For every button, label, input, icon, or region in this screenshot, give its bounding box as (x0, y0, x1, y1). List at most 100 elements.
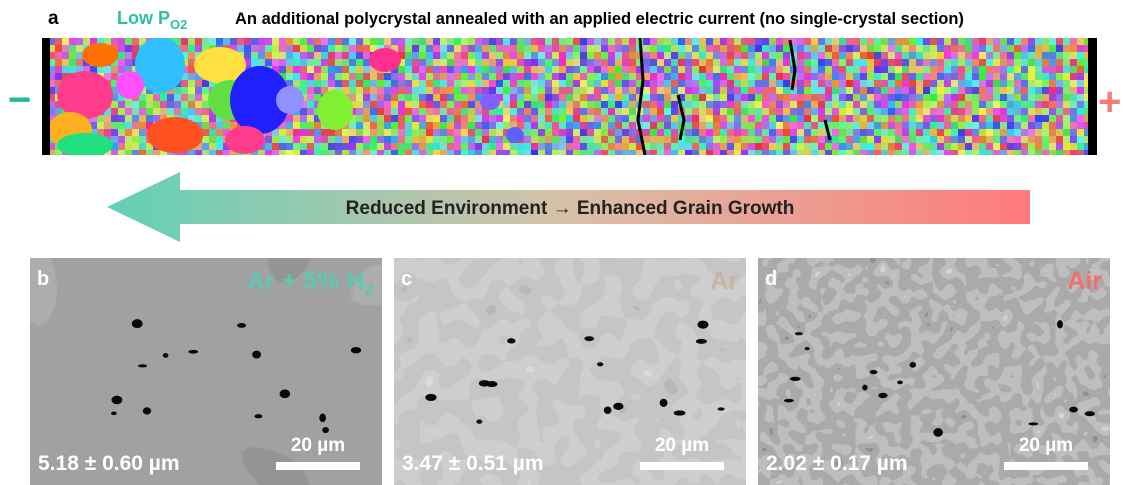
grain (664, 101, 671, 108)
grain (307, 73, 314, 80)
grain (783, 136, 790, 143)
grain (727, 94, 734, 101)
grain (118, 136, 125, 143)
grain (930, 52, 937, 59)
pore (143, 407, 151, 414)
grain (741, 150, 748, 157)
grain (741, 94, 748, 101)
grain (1042, 101, 1049, 108)
grain (839, 115, 846, 122)
grain (951, 73, 958, 80)
grain (832, 122, 839, 129)
grain (405, 38, 412, 45)
grain (265, 59, 272, 66)
grain (363, 73, 370, 80)
grain (811, 52, 818, 59)
body: {"panel_a": {"label": "a", "condition": … (0, 0, 1123, 485)
grain (622, 122, 629, 129)
grain-size: 3.47 ± 0.51 µm (402, 452, 544, 475)
grain (559, 122, 566, 129)
grain (769, 45, 776, 52)
grain (769, 80, 776, 87)
grain (181, 45, 188, 52)
grain (321, 59, 328, 66)
grain (692, 150, 699, 157)
grain (1077, 150, 1084, 157)
grain (608, 73, 615, 80)
grain (853, 129, 860, 136)
grain (958, 94, 965, 101)
grain (202, 115, 209, 122)
grain (1028, 87, 1035, 94)
grain (692, 101, 699, 108)
large-grain (82, 43, 118, 67)
grain (958, 73, 965, 80)
grain (755, 52, 762, 59)
pore (507, 338, 515, 343)
grain (405, 143, 412, 150)
grain (279, 129, 286, 136)
grain (979, 59, 986, 66)
grain (944, 108, 951, 115)
grain (909, 59, 916, 66)
grain (118, 59, 125, 66)
grain (846, 66, 853, 73)
grain (755, 108, 762, 115)
grain (118, 66, 125, 73)
grain (118, 150, 125, 157)
grain (902, 136, 909, 143)
grain (356, 150, 363, 157)
grain (475, 129, 482, 136)
grain (482, 136, 489, 143)
grain (811, 59, 818, 66)
grain (62, 45, 69, 52)
grain (930, 136, 937, 143)
grain (804, 52, 811, 59)
grain (853, 108, 860, 115)
grain (769, 66, 776, 73)
grain-size: 2.02 ± 0.17 µm (766, 452, 908, 475)
grain (979, 143, 986, 150)
grain (160, 101, 167, 108)
grain (916, 80, 923, 87)
grain (489, 87, 496, 94)
grain (125, 101, 132, 108)
grain (755, 45, 762, 52)
grain (398, 80, 405, 87)
grain (888, 122, 895, 129)
grain (552, 59, 559, 66)
grain (888, 136, 895, 143)
grain (853, 87, 860, 94)
grain (629, 38, 636, 45)
grain (965, 101, 972, 108)
grain (650, 73, 657, 80)
grain (657, 143, 664, 150)
grain (482, 150, 489, 157)
grain (804, 122, 811, 129)
grain (545, 80, 552, 87)
grain (202, 38, 209, 45)
grain (1007, 45, 1014, 52)
grain (580, 115, 587, 122)
grain (608, 136, 615, 143)
grain (622, 66, 629, 73)
grain (1049, 87, 1056, 94)
grain (888, 143, 895, 150)
grain (734, 52, 741, 59)
atmosphere-subscript: 2 (365, 280, 374, 299)
pore (805, 347, 810, 350)
grain (972, 80, 979, 87)
grain (580, 87, 587, 94)
grain (216, 122, 223, 129)
atmosphere-text: Ar (710, 267, 738, 295)
grain (895, 143, 902, 150)
grain (433, 66, 440, 73)
large-grain (57, 133, 113, 157)
pore (1085, 411, 1095, 416)
grain (307, 38, 314, 45)
grain (370, 101, 377, 108)
grain (923, 38, 930, 45)
grain (748, 66, 755, 73)
grain (790, 108, 797, 115)
grain (769, 101, 776, 108)
